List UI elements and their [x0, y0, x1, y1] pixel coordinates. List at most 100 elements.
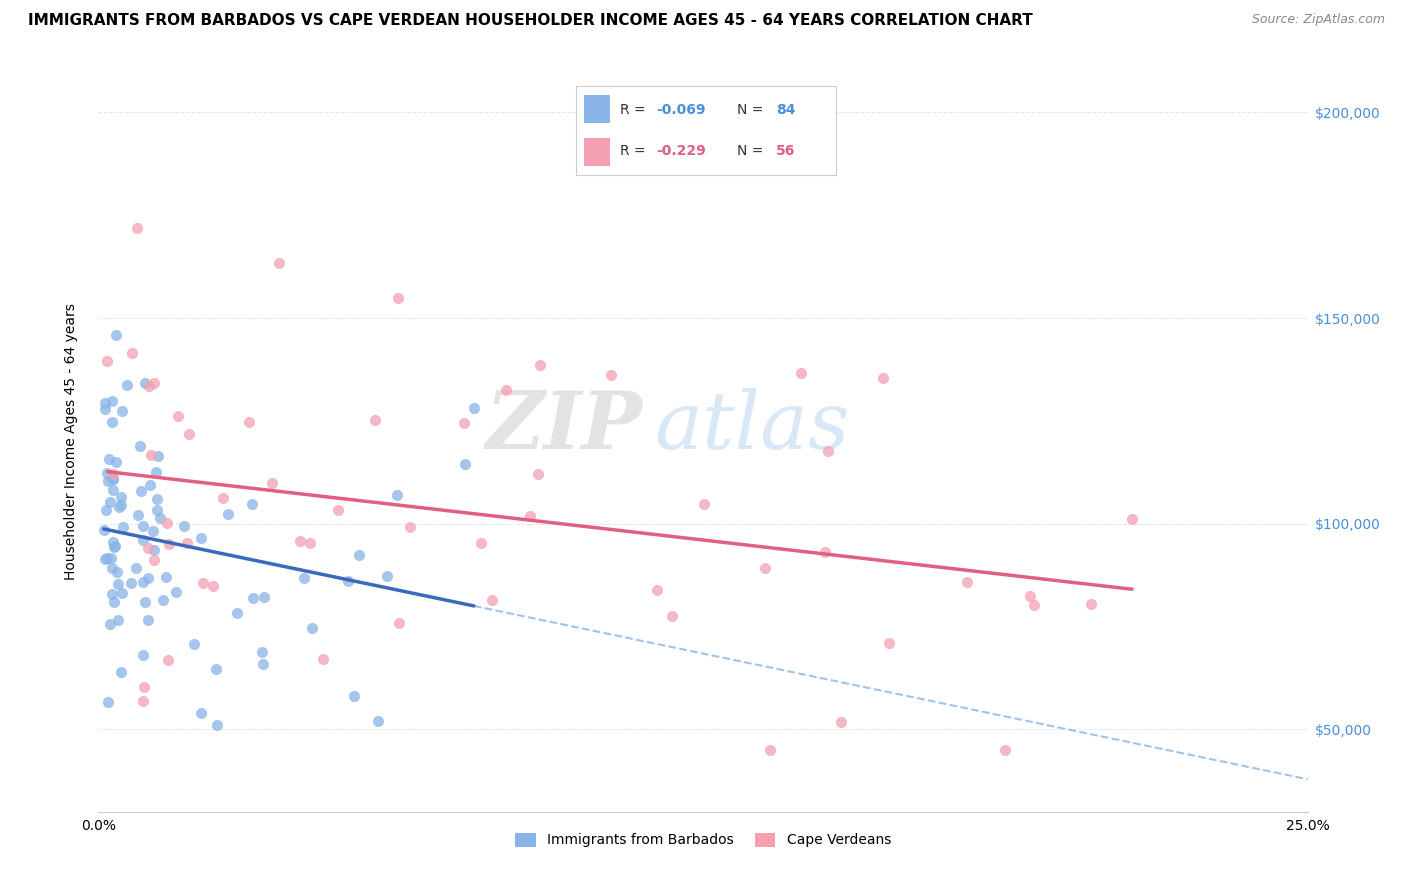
Point [166, 409, 188, 423]
Point [107, 500, 129, 514]
Point [217, 507, 239, 521]
Legend: Immigrants from Barbados, Cape Verdeans: Immigrants from Barbados, Cape Verdeans [509, 827, 897, 853]
Point [97, 474, 120, 488]
Point [127, 220, 149, 235]
Text: ZIP: ZIP [485, 388, 643, 466]
Point [152, 593, 174, 607]
Point [97, 695, 120, 709]
Point [143, 543, 166, 558]
Point [121, 345, 143, 359]
Point [527, 467, 550, 482]
Point [127, 508, 149, 522]
Point [142, 524, 165, 538]
Point [1022, 598, 1045, 612]
Point [212, 491, 235, 505]
Point [134, 594, 156, 608]
Point [93, 396, 115, 410]
Point [157, 537, 180, 551]
Point [134, 376, 156, 391]
Point [529, 358, 551, 372]
Point [101, 472, 124, 486]
Point [96, 550, 118, 565]
Point [110, 498, 132, 512]
Point [93, 523, 115, 537]
Point [191, 575, 214, 590]
Point [201, 579, 224, 593]
Point [238, 415, 260, 429]
Point [872, 370, 894, 384]
Point [148, 449, 170, 463]
Point [136, 571, 159, 585]
Point [142, 376, 165, 391]
Point [107, 613, 129, 627]
Point [111, 520, 134, 534]
Point [495, 383, 517, 397]
Point [311, 652, 333, 666]
Point [336, 574, 359, 589]
Point [399, 519, 422, 533]
Point [190, 531, 212, 545]
Point [375, 569, 398, 583]
Point [1080, 597, 1102, 611]
Point [104, 539, 127, 553]
Point [754, 561, 776, 575]
Point [105, 565, 128, 579]
Point [136, 613, 159, 627]
Point [115, 377, 138, 392]
Point [105, 327, 128, 342]
Point [367, 714, 389, 728]
Point [204, 662, 226, 676]
Point [600, 368, 623, 382]
Point [98, 495, 121, 509]
Point [205, 718, 228, 732]
Point [343, 689, 366, 703]
Point [790, 366, 813, 380]
Point [453, 416, 475, 430]
Point [145, 465, 167, 479]
Point [301, 621, 323, 635]
Point [813, 545, 835, 559]
Point [96, 466, 118, 480]
Point [190, 706, 212, 720]
Point [132, 693, 155, 707]
Point [328, 503, 350, 517]
Point [131, 518, 153, 533]
Point [155, 570, 177, 584]
Point [242, 591, 264, 605]
Point [132, 574, 155, 589]
Point [364, 413, 387, 427]
Point [146, 503, 169, 517]
Point [470, 536, 492, 550]
Point [661, 609, 683, 624]
Point [110, 490, 132, 504]
Point [100, 551, 122, 566]
Point [156, 516, 179, 531]
Point [388, 616, 411, 631]
Point [463, 401, 485, 415]
Point [877, 636, 900, 650]
Point [288, 534, 311, 549]
Text: Source: ZipAtlas.com: Source: ZipAtlas.com [1251, 13, 1385, 27]
Point [101, 473, 124, 487]
Point [994, 743, 1017, 757]
Point [645, 582, 668, 597]
Point [101, 560, 124, 574]
Point [141, 448, 163, 462]
Point [173, 519, 195, 533]
Point [519, 509, 541, 524]
Point [128, 439, 150, 453]
Point [693, 497, 716, 511]
Point [183, 637, 205, 651]
Point [165, 585, 187, 599]
Point [252, 645, 274, 659]
Y-axis label: Householder Income Ages 45 - 64 years: Householder Income Ages 45 - 64 years [63, 303, 77, 580]
Point [292, 571, 315, 585]
Point [758, 743, 780, 757]
Point [103, 467, 125, 481]
Point [125, 561, 148, 575]
Point [240, 497, 263, 511]
Point [956, 575, 979, 590]
Point [1018, 589, 1040, 603]
Point [149, 510, 172, 524]
Point [481, 593, 503, 607]
